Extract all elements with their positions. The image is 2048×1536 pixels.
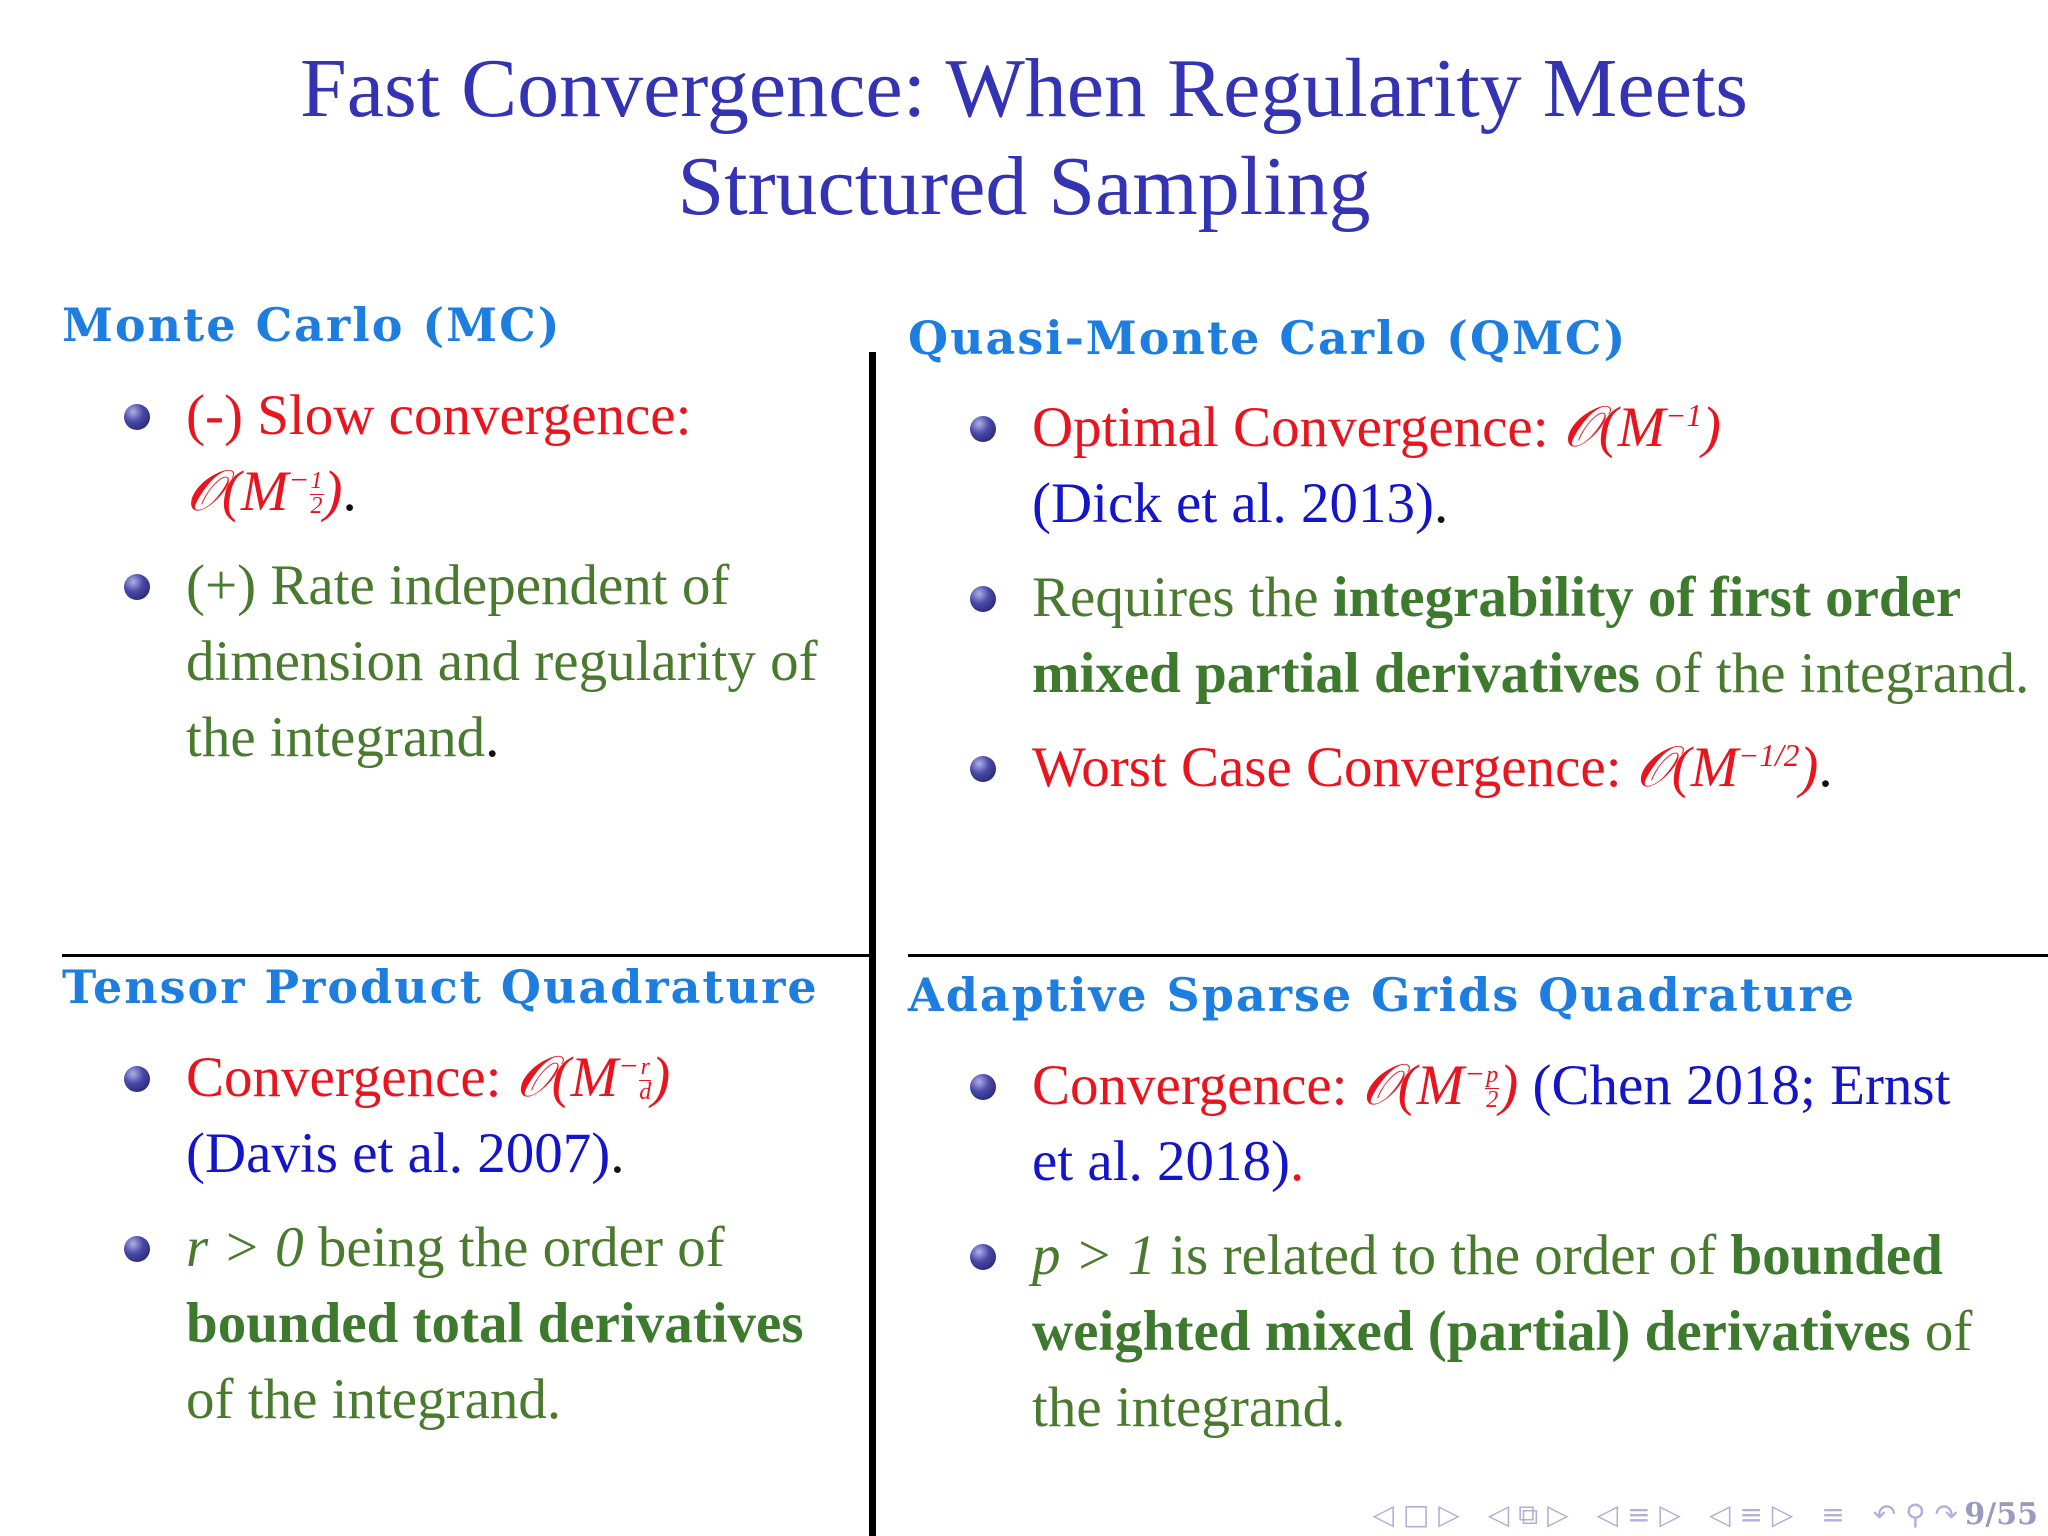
nav-subsection-icon[interactable]: ◁ ⧉ ▷ — [1487, 1498, 1569, 1531]
mc-b1-period: . — [342, 460, 357, 523]
tensor-heading: Tensor Product Quadrature — [62, 960, 819, 1014]
horizontal-divider-left — [62, 954, 870, 957]
slide-title: Fast Convergence: When Regularity Meets … — [0, 40, 2048, 236]
tensor-order-post: of the integrand. — [186, 1368, 562, 1431]
tensor-convergence-text: Convergence: — [186, 1046, 502, 1109]
tensor-citation: (Davis et al. 2007) — [186, 1122, 611, 1185]
sparse-p-math: p > 1 — [1032, 1224, 1156, 1287]
sparse-bullet-order: p > 1 is related to the order of bounded… — [970, 1218, 2000, 1446]
qmc-worst-text: Worst Case Convergence: — [1032, 736, 1622, 799]
tensor-r-math: r > 0 — [186, 1216, 304, 1279]
bullet-icon — [124, 1066, 150, 1092]
sparse-heading: Adaptive Sparse Grids Quadrature — [908, 968, 1856, 1022]
bullet-icon — [124, 574, 150, 600]
mc-rate-independent-text: (+) Rate independent of dimension and re… — [186, 554, 818, 769]
nav-subsection-list-icon[interactable]: ◁ ≡ ▷ — [1708, 1498, 1794, 1531]
bullet-icon — [124, 1236, 150, 1262]
sparse-citation: (Chen 2018; Ernst et al. 2018) — [1032, 1054, 1951, 1193]
sparse-order-text: is related to the order of — [1170, 1224, 1717, 1287]
title-line-2: Structured Sampling — [677, 140, 1371, 233]
tensor-rate: 𝒪(M− r d) — [515, 1046, 671, 1109]
qmc-b1-period: . — [1434, 472, 1449, 535]
qmc-worst-rate: 𝒪(M−1/2) — [1635, 736, 1819, 799]
mc-bullet-slow: (-) Slow convergence: 𝒪(M− 1 2). — [124, 378, 859, 530]
sparse-convergence-text: Convergence: — [1032, 1054, 1348, 1117]
sparse-bullet-convergence: Convergence: 𝒪(M− p 2) (Chen 2018; Ernst e… — [970, 1048, 2000, 1200]
bullet-icon — [124, 404, 150, 430]
mc-b2-period: . — [485, 706, 500, 769]
mc-bullet-rate: (+) Rate independent of dimension and re… — [124, 548, 859, 776]
qmc-heading: Quasi-Monte Carlo (QMC) — [908, 311, 1628, 365]
bullet-icon — [970, 416, 996, 442]
qmc-optimal-text: Optimal Convergence: — [1032, 396, 1549, 459]
bullet-icon — [970, 1244, 996, 1270]
qmc-requires-bold: integrability of first order mixed parti… — [1032, 566, 1961, 705]
qmc-bullet-worst: Worst Case Convergence: 𝒪(M−1/2). — [970, 730, 2030, 806]
sparse-bullet-list: Convergence: 𝒪(M− p 2) (Chen 2018; Ernst e… — [970, 1048, 2000, 1464]
page-number: 9/55 — [1964, 1497, 2038, 1532]
mc-heading: Monte Carlo (MC) — [62, 298, 562, 352]
vertical-divider — [869, 352, 876, 1536]
qmc-bullet-requires: Requires the integrability of first orde… — [970, 560, 2030, 712]
qmc-bullet-optimal: Optimal Convergence: 𝒪(M−1) (Dick et al.… — [970, 390, 2030, 542]
tensor-order-bold: bounded total derivatives — [186, 1292, 804, 1355]
qmc-requires-post: of the integrand. — [1654, 642, 2030, 705]
mc-bullet-list: (-) Slow convergence: 𝒪(M− 1 2). (+) Rate … — [124, 378, 859, 794]
mc-rate: 𝒪(M− 1 2) — [186, 460, 343, 523]
tensor-bullet-convergence: Convergence: 𝒪(M− r d) (Davis et al. 2007)… — [124, 1040, 859, 1192]
qmc-requires-text: Requires the — [1032, 566, 1319, 629]
bullet-icon — [970, 1074, 996, 1100]
nav-frame-icon[interactable]: ◁ □ ▷ — [1372, 1498, 1460, 1531]
beamer-navigation: ◁ □ ▷ ◁ ⧉ ▷ ◁ ≡ ▷ ◁ ≡ ▷ ≡ ↶ ⚲ ↷ — [1372, 1498, 1958, 1532]
tensor-bullet-order: r > 0 being the order of bounded total d… — [124, 1210, 859, 1438]
mc-slow-text: (-) Slow convergence: — [186, 384, 692, 447]
horizontal-divider-right — [908, 954, 2048, 957]
title-line-1: Fast Convergence: When Regularity Meets — [300, 42, 1748, 135]
bullet-icon — [970, 756, 996, 782]
bullet-icon — [970, 586, 996, 612]
sparse-order-bold: bounded weighted mixed (partial) derivat… — [1032, 1224, 1943, 1363]
qmc-optimal-rate: 𝒪(M−1) — [1562, 396, 1721, 459]
nav-section-icon[interactable]: ◁ ≡ ▷ — [1596, 1498, 1681, 1531]
tensor-order-text: being the order of — [317, 1216, 725, 1279]
tensor-b1-period: . — [610, 1122, 625, 1185]
sparse-rate: 𝒪(M− p 2) — [1361, 1054, 1519, 1117]
sparse-b1-period: . — [1290, 1130, 1305, 1193]
nav-search-icon[interactable]: ↶ ⚲ ↷ — [1872, 1498, 1958, 1531]
qmc-citation: (Dick et al. 2013) — [1032, 472, 1435, 535]
sparse-order-post: of the integrand. — [1032, 1300, 1973, 1439]
tensor-bullet-list: Convergence: 𝒪(M− r d) (Davis et al. 2007)… — [124, 1040, 859, 1456]
qmc-bullet-list: Optimal Convergence: 𝒪(M−1) (Dick et al.… — [970, 390, 2030, 824]
nav-list-icon[interactable]: ≡ — [1821, 1498, 1845, 1531]
qmc-b3-period: . — [1818, 736, 1833, 799]
